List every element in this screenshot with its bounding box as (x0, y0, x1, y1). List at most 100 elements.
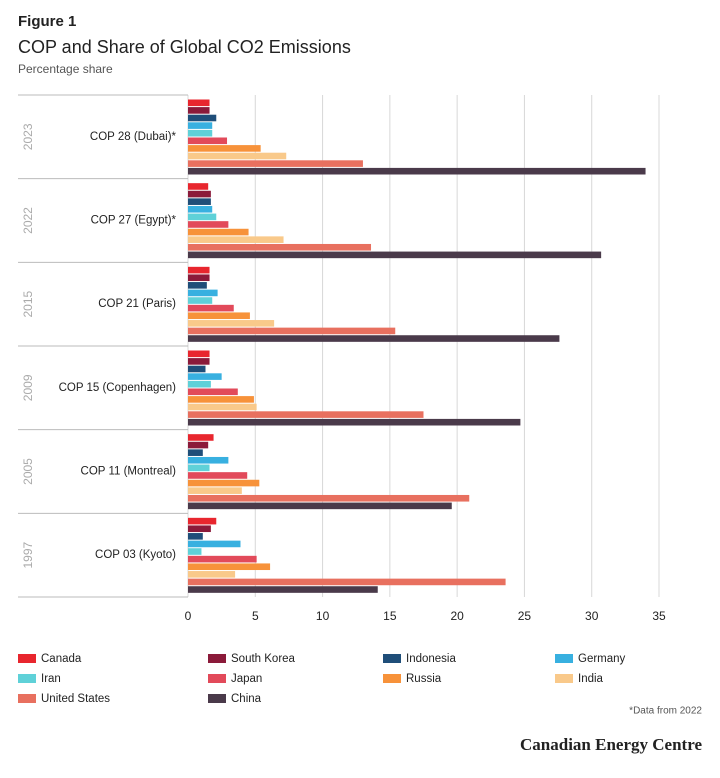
legend-swatch (208, 674, 226, 683)
legend-swatch (18, 654, 36, 663)
figure-label: Figure 1 (18, 13, 76, 30)
bar (188, 502, 452, 510)
bar (188, 152, 287, 160)
bar (188, 540, 241, 548)
bar (188, 411, 424, 418)
footnote: *Data from 2022 (629, 706, 702, 717)
legend-label: Iran (41, 673, 61, 685)
legend-label: India (578, 673, 604, 685)
bar (188, 221, 229, 228)
legend-swatch (555, 654, 573, 663)
bar (188, 160, 363, 167)
legend-label: South Korea (231, 653, 296, 665)
year-label: 2009 (21, 374, 35, 401)
x-tick-label: 20 (450, 609, 464, 623)
x-tick-label: 30 (585, 609, 599, 623)
bar (188, 167, 646, 175)
bar (188, 358, 210, 365)
category-label: COP 28 (Dubai)* (90, 131, 177, 143)
legend-swatch (555, 674, 573, 683)
bar (188, 213, 217, 221)
chart-title: COP and Share of Global CO2 Emissions (18, 37, 351, 57)
bar (188, 145, 261, 152)
bar (188, 487, 242, 494)
bar (188, 274, 210, 282)
legend-label: Canada (41, 653, 82, 665)
bar (188, 365, 206, 373)
bar (188, 137, 228, 145)
bar (188, 586, 378, 593)
legend-swatch (18, 694, 36, 703)
bar (188, 297, 213, 304)
x-tick-label: 15 (383, 609, 397, 623)
legend-swatch (383, 654, 401, 663)
year-label: 2005 (21, 458, 35, 485)
bar (188, 548, 202, 555)
bar (188, 320, 275, 327)
bar (188, 396, 254, 403)
bar (188, 418, 521, 426)
bar (188, 183, 209, 190)
bar (188, 517, 217, 525)
year-label: 2022 (21, 207, 35, 234)
bar (188, 533, 203, 540)
source-brand: Canadian Energy Centre (520, 735, 702, 754)
legend-label: United States (41, 693, 110, 705)
bar (188, 571, 236, 578)
bar (188, 449, 203, 456)
legend-swatch (383, 674, 401, 683)
bar (188, 266, 210, 274)
legend-label: Indonesia (406, 653, 456, 665)
bar (188, 198, 211, 205)
bar (188, 236, 284, 243)
bar (188, 122, 213, 129)
bar (188, 312, 250, 320)
bar (188, 494, 470, 502)
legend-label: Russia (406, 673, 442, 685)
bar (188, 373, 222, 380)
bar (188, 464, 210, 472)
bar (188, 251, 602, 259)
bar (188, 327, 396, 335)
legend-swatch (208, 654, 226, 663)
year-label: 2023 (21, 123, 35, 150)
bar (188, 243, 372, 251)
x-tick-label: 10 (316, 609, 330, 623)
bar (188, 205, 213, 213)
bar (188, 289, 218, 297)
legend-swatch (18, 674, 36, 683)
bar (188, 335, 560, 342)
legend-label: Japan (231, 673, 262, 685)
legend-swatch (208, 694, 226, 703)
bar (188, 441, 209, 449)
bar (188, 456, 229, 464)
bar (188, 129, 213, 137)
year-label: 2015 (21, 290, 35, 317)
year-label: 1997 (21, 541, 35, 568)
bar (188, 107, 210, 114)
category-label: COP 21 (Paris) (98, 298, 176, 310)
bar (188, 114, 217, 122)
bar (188, 578, 506, 586)
bar (188, 228, 249, 236)
legend-label: China (231, 693, 262, 705)
bar (188, 525, 211, 533)
category-label: COP 15 (Copenhagen) (59, 382, 177, 394)
bar (188, 190, 211, 198)
bar (188, 555, 257, 563)
bar (188, 434, 214, 441)
category-label: COP 03 (Kyoto) (95, 549, 176, 561)
chart-subtitle: Percentage share (18, 62, 113, 76)
bar (188, 479, 260, 487)
bar (188, 99, 210, 107)
x-tick-label: 0 (185, 609, 192, 623)
bar (188, 472, 248, 479)
bar (188, 563, 271, 571)
x-tick-label: 25 (518, 609, 532, 623)
bar (188, 380, 211, 388)
legend-label: Germany (578, 653, 626, 665)
x-tick-label: 35 (652, 609, 666, 623)
bar (188, 403, 257, 411)
bar (188, 388, 238, 396)
